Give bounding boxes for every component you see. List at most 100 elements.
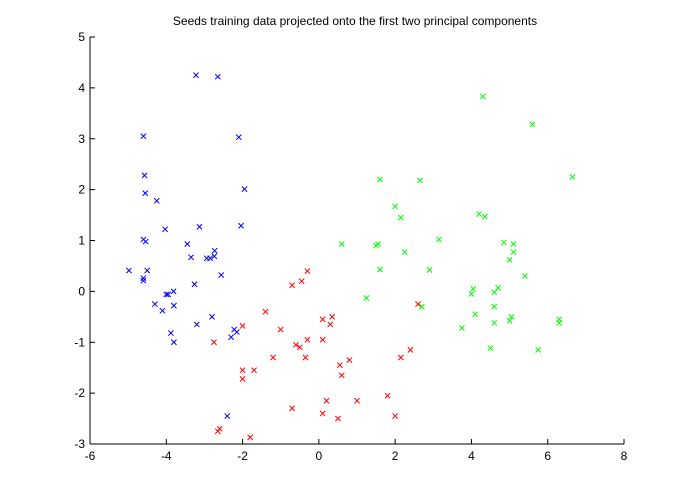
data-point [470, 285, 477, 292]
data-point [214, 428, 221, 435]
data-point [418, 303, 425, 310]
data-point [487, 345, 494, 352]
data-point [329, 313, 336, 320]
data-point [239, 375, 246, 382]
data-point [415, 301, 421, 308]
data-point [209, 313, 216, 320]
data-point [142, 238, 149, 245]
data-point [354, 397, 360, 404]
data-point [170, 288, 177, 295]
series-1 [125, 72, 248, 419]
data-point [153, 197, 160, 204]
data-point [491, 303, 498, 310]
data-point [338, 372, 345, 379]
data-point [500, 239, 507, 246]
data-point [289, 405, 296, 412]
y-tick-label: -2 [74, 386, 85, 400]
data-point [184, 241, 191, 248]
x-axis: -6 -4 -2 0 2 4 6 8 [85, 439, 628, 463]
data-point [397, 214, 404, 221]
series-2 [211, 268, 421, 441]
y-tick-label: 4 [78, 81, 85, 95]
y-tick-label: -1 [74, 335, 85, 349]
data-point [508, 313, 515, 320]
data-point [262, 308, 269, 315]
data-point [302, 354, 309, 361]
data-point [468, 290, 475, 297]
data-point [436, 236, 442, 243]
data-point [238, 222, 244, 229]
data-point [167, 330, 174, 337]
data-point [151, 301, 158, 308]
data-point [346, 357, 353, 364]
data-point [376, 176, 383, 183]
x-tick-label: 4 [468, 449, 475, 463]
data-point [304, 268, 311, 274]
data-point [407, 346, 414, 353]
x-tick-label: -6 [85, 449, 96, 463]
data-point [211, 339, 217, 346]
data-point [521, 273, 528, 280]
data-point [233, 329, 240, 336]
x-tick-label: -4 [161, 449, 172, 463]
data-point [510, 241, 517, 248]
data-point [191, 281, 198, 288]
y-tick-label: -3 [74, 437, 85, 451]
data-point [228, 334, 235, 341]
data-point [165, 291, 172, 298]
data-point [218, 272, 225, 279]
data-point [163, 291, 170, 298]
data-point [196, 223, 203, 230]
data-point [491, 319, 498, 326]
y-tick-label: 3 [78, 132, 85, 146]
data-point [392, 203, 399, 210]
data-point [239, 323, 246, 329]
data-point [510, 249, 517, 256]
data-point [170, 302, 177, 309]
data-point [214, 73, 221, 80]
data-point [142, 190, 149, 197]
data-point [193, 72, 199, 79]
data-point [491, 289, 498, 296]
data-point [304, 336, 311, 343]
data-point [235, 134, 242, 141]
data-point [338, 241, 345, 248]
y-tick-label: 2 [78, 183, 85, 197]
x-tick-label: 8 [621, 449, 628, 463]
data-point [140, 275, 147, 282]
data-point [401, 249, 408, 256]
data-point [384, 392, 391, 399]
data-point [239, 367, 246, 374]
data-point [319, 316, 326, 323]
data-point [495, 284, 502, 291]
data-point [397, 354, 404, 361]
x-tick-label: 2 [392, 449, 399, 463]
series-3 [338, 93, 576, 353]
data-point [529, 121, 536, 128]
data-point [319, 336, 326, 343]
data-point [476, 211, 483, 217]
data-point [296, 344, 303, 351]
chart-title: Seeds training data projected onto the f… [173, 14, 537, 28]
data-point [162, 226, 169, 233]
data-point [336, 362, 343, 369]
y-tick-label: 0 [78, 284, 85, 298]
data-point [144, 267, 151, 274]
y-tick-label: 5 [78, 30, 85, 44]
data-point [569, 173, 576, 180]
data-point [334, 415, 341, 422]
data-point [479, 93, 486, 100]
data-point [416, 177, 423, 184]
plot-axes [89, 37, 624, 445]
data-point [277, 326, 284, 333]
data-point [170, 339, 177, 346]
data-point [193, 321, 200, 328]
x-tick-label: -2 [237, 449, 248, 463]
data-point [241, 186, 248, 193]
data-point [211, 253, 218, 260]
data-point [481, 213, 488, 220]
data-point [506, 256, 513, 263]
y-tick-label: 1 [78, 234, 85, 248]
